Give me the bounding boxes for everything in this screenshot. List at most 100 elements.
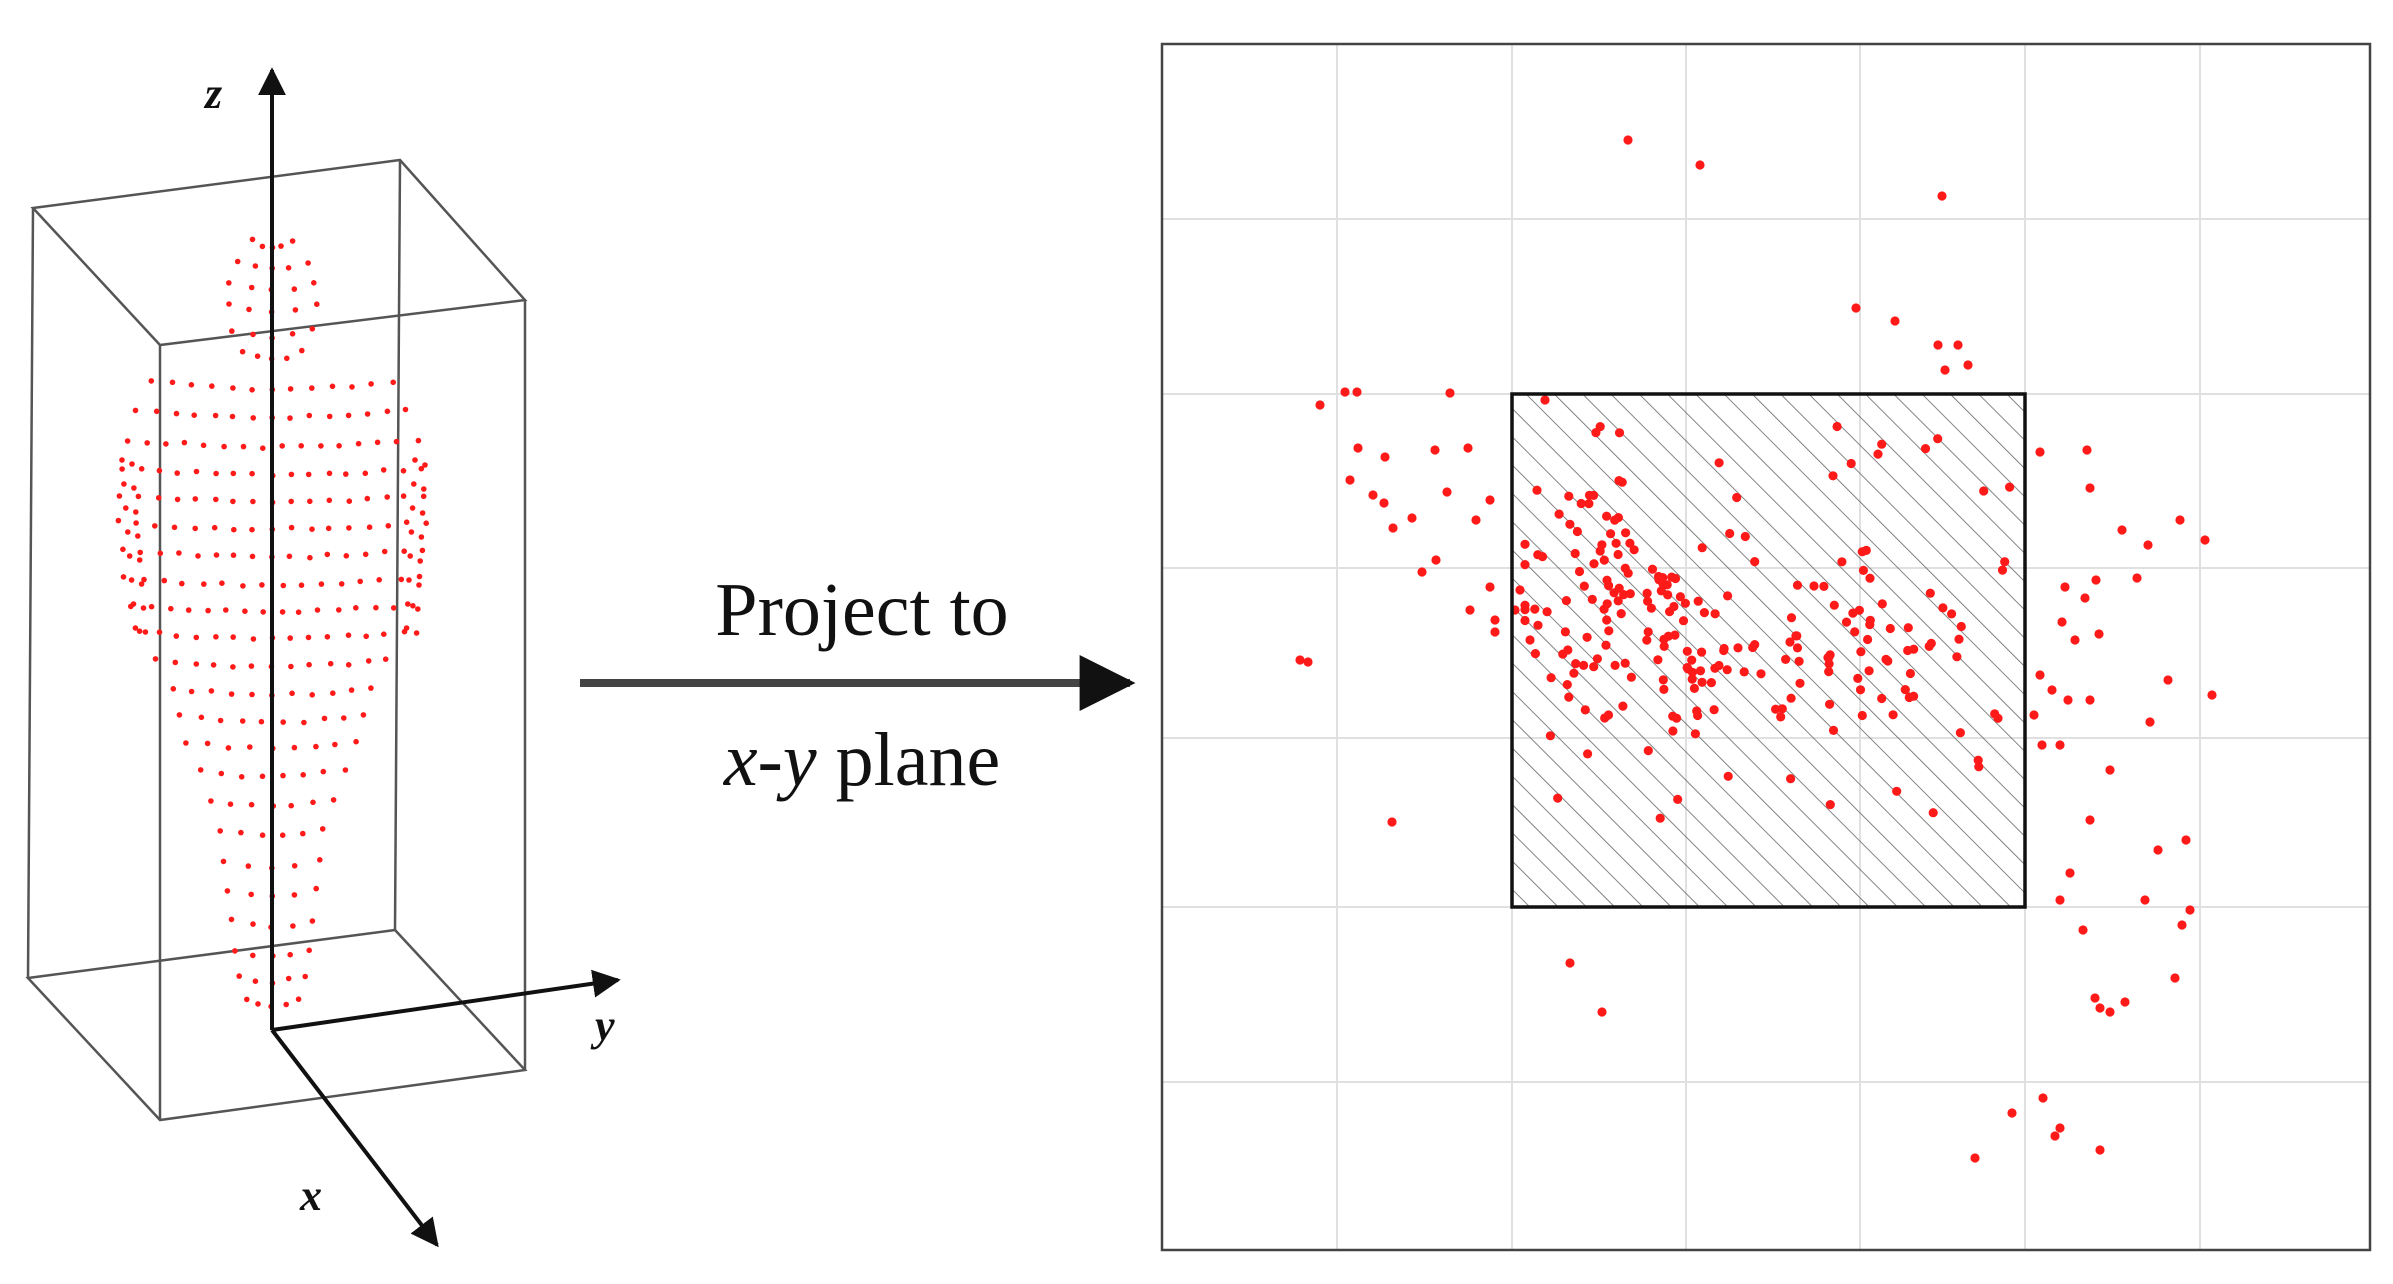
- projected-point: [1824, 667, 1834, 677]
- projected-point: [1795, 678, 1805, 688]
- cloud-point: [336, 607, 342, 613]
- cloud-point: [208, 688, 215, 694]
- cloud-point: [418, 534, 425, 540]
- cloud-point: [398, 576, 405, 583]
- cloud-point: [288, 498, 295, 505]
- projected-point: [2170, 973, 2180, 983]
- cloud-point: [198, 714, 205, 721]
- projected-point: [1417, 567, 1427, 577]
- cloud-point: [280, 582, 287, 589]
- cloud-point: [368, 381, 374, 387]
- cloud-point: [385, 523, 392, 529]
- projected-point: [1602, 599, 1612, 609]
- cloud-point: [405, 601, 411, 607]
- projected-point: [1909, 644, 1919, 654]
- cloud-point: [309, 526, 315, 532]
- projected-point: [1888, 710, 1898, 720]
- cloud-point: [213, 470, 219, 477]
- projected-point: [2055, 740, 2065, 750]
- projected-point: [1877, 693, 1887, 704]
- cloud-point: [321, 715, 328, 722]
- cloud-point: [291, 892, 298, 898]
- cloud-point: [155, 495, 162, 501]
- cloud-point: [416, 573, 423, 580]
- cloud-point: [384, 408, 391, 415]
- cloud-point: [242, 608, 248, 614]
- projected-point: [1471, 515, 1481, 525]
- projected-point: [1565, 519, 1575, 529]
- cloud-point: [291, 863, 298, 869]
- projected-point: [1571, 659, 1581, 669]
- projected-point: [1933, 340, 1943, 350]
- projected-point: [1785, 637, 1795, 647]
- projected-point: [1740, 531, 1750, 542]
- cloud-point: [311, 280, 317, 286]
- projected-point: [1979, 486, 1989, 496]
- projected-point: [1602, 615, 1612, 625]
- projected-point: [1947, 609, 1957, 619]
- projected-point: [2060, 582, 2070, 592]
- projected-point: [1940, 365, 1950, 375]
- projected-point: [1616, 609, 1626, 619]
- projected-point: [1865, 620, 1875, 630]
- projected-point: [1885, 623, 1895, 634]
- projected-point: [1485, 495, 1495, 505]
- projected-point: [1580, 705, 1590, 715]
- cloud-point: [260, 609, 267, 615]
- cloud-point: [126, 553, 133, 559]
- cloud-point: [248, 284, 255, 291]
- cloud-point: [132, 407, 139, 414]
- cloud-point: [326, 413, 333, 420]
- projected-point: [1974, 762, 1984, 772]
- projected-point: [1877, 599, 1887, 609]
- cloud-point: [402, 406, 409, 413]
- cloud-point: [125, 529, 131, 535]
- projected-point: [2181, 835, 2191, 845]
- projected-point: [1997, 565, 2008, 575]
- projected-point: [2185, 905, 2195, 915]
- projected-point: [1687, 655, 1697, 665]
- projected-point: [1693, 710, 1703, 721]
- cloud-point: [229, 328, 235, 334]
- cloud-point: [254, 353, 261, 360]
- projected-point: [1368, 490, 1378, 500]
- projected-point: [1520, 615, 1530, 626]
- cloud-point: [309, 692, 316, 698]
- projected-point: [1614, 428, 1625, 438]
- cloud-point: [135, 493, 142, 500]
- projected-point: [1387, 817, 1397, 827]
- projected-point: [1828, 725, 1839, 736]
- projected-point: [1680, 598, 1690, 608]
- cloud-point: [332, 741, 338, 748]
- cloud-point: [238, 774, 245, 780]
- cloud-point: [228, 916, 235, 923]
- x-axis: [270, 1028, 439, 1248]
- cloud-point: [204, 740, 211, 747]
- cloud-point: [408, 529, 415, 535]
- projected-point: [1589, 559, 1599, 569]
- projected-point: [1442, 487, 1452, 497]
- cloud-point: [225, 745, 232, 751]
- cloud-point: [366, 524, 373, 530]
- projected-point: [1295, 655, 1305, 665]
- cloud-point: [362, 551, 369, 558]
- projected-point: [2095, 1003, 2105, 1013]
- projected-point: [1665, 607, 1675, 617]
- projected-point: [1620, 658, 1630, 668]
- projected-point: [1857, 710, 1867, 721]
- projected-point: [1655, 813, 1665, 823]
- projected-point: [1855, 685, 1866, 695]
- cloud-point: [330, 690, 336, 696]
- projected-point: [1463, 443, 1473, 453]
- projected-point: [1832, 421, 1842, 432]
- projected-point: [1599, 555, 1609, 565]
- cloud-point: [213, 496, 219, 503]
- projected-point: [1643, 746, 1653, 756]
- projected-point: [2090, 993, 2100, 1003]
- projected-point: [1606, 529, 1616, 539]
- projected-point: [1809, 581, 1819, 591]
- cloud-point: [250, 498, 256, 505]
- cloud-point: [181, 439, 188, 446]
- projected-point: [1533, 620, 1543, 630]
- cloud-point: [249, 236, 256, 243]
